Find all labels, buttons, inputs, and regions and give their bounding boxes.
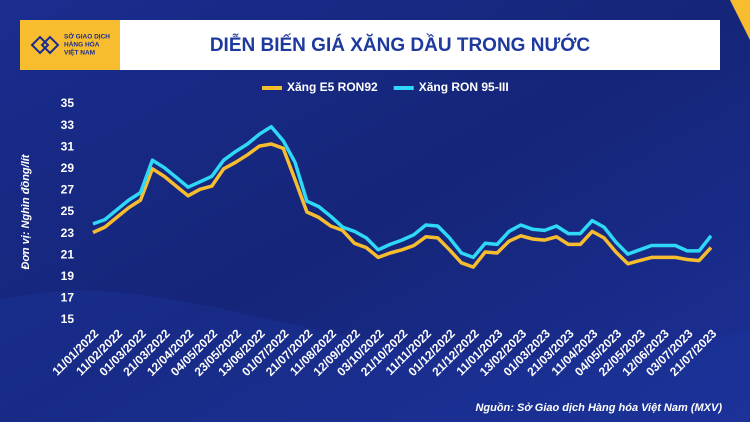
y-tick-label: 15 — [61, 312, 75, 326]
chart-title: DIỄN BIẾN GIÁ XĂNG DẦU TRONG NƯỚC — [210, 34, 591, 56]
series-line — [92, 142, 713, 269]
y-tick-label: 25 — [61, 204, 75, 218]
y-tick-label: 17 — [61, 291, 75, 305]
y-axis-label: Đơn vị: Nghìn đồng/lít — [20, 153, 32, 269]
logo-text: VIỆT NAM — [64, 48, 95, 57]
logo-text: HÀNG HÓA — [64, 40, 100, 49]
logo-text: SỞ GIAO DỊCH — [64, 32, 110, 41]
legend-label: Xăng E5 RON92 — [287, 80, 378, 94]
series-line — [92, 124, 713, 260]
logo-icon — [30, 35, 60, 55]
y-tick-label: 27 — [61, 183, 75, 197]
source-note: Nguồn: Sở Giao dịch Hàng hóa Việt Nam (M… — [475, 402, 722, 414]
decor-wave — [0, 290, 750, 422]
y-tick-label: 29 — [61, 161, 75, 175]
y-tick-label: 23 — [61, 226, 75, 240]
y-tick-label: 19 — [61, 269, 75, 283]
y-tick-label: 21 — [61, 247, 75, 261]
logo-box — [20, 20, 120, 70]
y-tick-label: 33 — [61, 118, 75, 132]
y-tick-label: 31 — [61, 139, 75, 153]
header-bar — [20, 20, 720, 70]
legend-label: Xăng RON 95-III — [419, 80, 509, 94]
decor-corner — [730, 0, 750, 40]
y-tick-label: 35 — [61, 96, 75, 110]
